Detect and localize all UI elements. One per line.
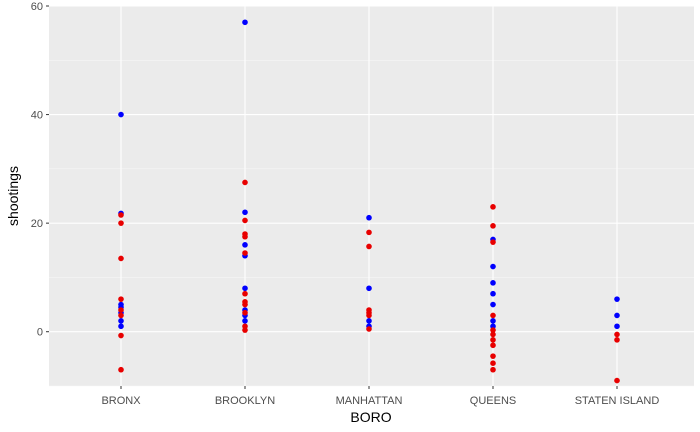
- data-point: [118, 312, 124, 319]
- data-point: [242, 285, 248, 292]
- data-point: [242, 318, 248, 324]
- x-tick-label: QUEENS: [470, 395, 516, 407]
- data-point: [490, 223, 496, 229]
- data-point: [490, 366, 496, 373]
- data-point: [614, 323, 620, 330]
- data-point: [614, 296, 620, 302]
- data-point: [366, 243, 372, 250]
- data-point: [366, 214, 372, 221]
- x-tick-label: BRONX: [101, 395, 141, 407]
- x-axis-ticks: BRONX BROOKLYN MANHATTAN QUEENS STATEN ISLAN…: [101, 386, 659, 407]
- data-point: [490, 312, 496, 319]
- x-tick-label: STATEN ISLAND: [575, 395, 660, 407]
- data-point: [118, 318, 124, 324]
- data-point: [118, 366, 124, 373]
- data-point: [118, 323, 124, 330]
- data-point: [614, 337, 620, 343]
- data-point: [366, 326, 372, 332]
- data-point: [366, 318, 372, 324]
- y-tick-label: 60: [31, 1, 43, 13]
- data-point: [242, 217, 248, 224]
- data-point: [614, 312, 620, 319]
- data-point: [490, 239, 496, 245]
- data-point: [366, 285, 372, 292]
- x-axis-title: BORO: [350, 409, 391, 425]
- minor-gridlines: [49, 59, 694, 387]
- data-point: [118, 220, 124, 226]
- data-point: [490, 360, 496, 367]
- y-axis-title: shootings: [5, 166, 21, 226]
- panel-background: [49, 6, 694, 386]
- data-point: [242, 242, 248, 248]
- data-point: [118, 296, 124, 302]
- data-point: [490, 290, 496, 297]
- data-point: [242, 327, 248, 333]
- data-point: [118, 332, 124, 339]
- data-point: [242, 309, 248, 316]
- data-point: [242, 19, 248, 26]
- data-point: [242, 233, 248, 240]
- data-point: [614, 331, 620, 338]
- data-point: [490, 353, 496, 359]
- y-tick-label: 0: [37, 327, 43, 339]
- data-point: [242, 301, 248, 308]
- data-point: [118, 111, 124, 118]
- data-point: [242, 209, 248, 216]
- data-point: [490, 280, 496, 286]
- data-point: [490, 331, 496, 338]
- data-point: [366, 312, 372, 319]
- data-point: [242, 179, 248, 186]
- data-point: [242, 290, 248, 297]
- data-point: [490, 301, 496, 308]
- data-point: [490, 318, 496, 324]
- y-axis-ticks: 0 20 40 60: [31, 1, 49, 339]
- data-point: [118, 307, 124, 313]
- y-tick-label: 40: [31, 110, 43, 122]
- data-point: [242, 250, 248, 256]
- data-point: [490, 263, 496, 270]
- data-points: [118, 19, 620, 384]
- data-point: [118, 255, 124, 262]
- x-tick-label: MANHATTAN: [336, 395, 403, 407]
- data-point: [614, 377, 620, 384]
- data-point: [490, 327, 496, 333]
- y-tick-label: 20: [31, 218, 43, 230]
- data-point: [118, 212, 124, 218]
- data-point: [490, 204, 496, 210]
- data-point: [366, 229, 372, 236]
- data-point: [490, 342, 496, 349]
- x-tick-label: BROOKLYN: [215, 395, 275, 407]
- data-point: [490, 337, 496, 343]
